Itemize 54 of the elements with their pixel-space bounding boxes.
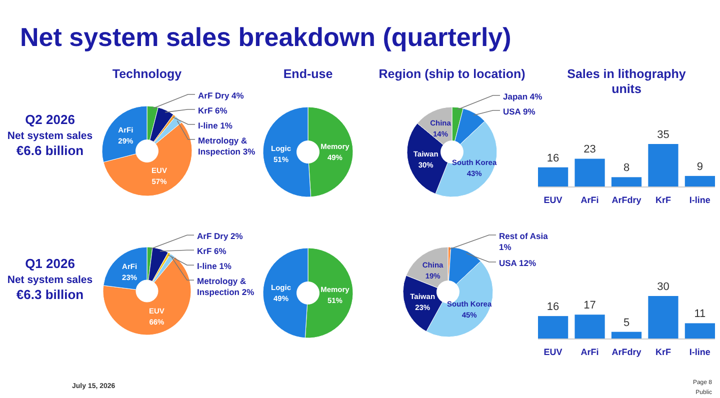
bar	[648, 296, 678, 339]
slice-label: KrF 6%	[197, 246, 227, 256]
x-tick-label: ArFdry	[612, 347, 642, 357]
text: Q2 2026	[25, 112, 75, 127]
slice-label: KrF 6%	[198, 105, 228, 116]
text: €6.6 billion	[16, 143, 84, 158]
x-tick-label: ArFi	[580, 195, 599, 205]
data-label: 35	[657, 129, 670, 141]
data-label: 16	[546, 152, 560, 164]
bar	[574, 314, 605, 339]
x-tick-label: KrF	[655, 195, 672, 205]
text: Net system sales breakdown (quarterly)	[20, 22, 512, 52]
bar	[538, 167, 568, 187]
slice-label: ArF Dry 4%	[198, 90, 244, 100]
data-label: 30	[657, 281, 670, 293]
chart-title: Sales in lithography units	[567, 67, 686, 96]
data-label: 23	[584, 144, 596, 156]
chart-title: Technology	[112, 67, 182, 81]
text: Q1 2026	[25, 256, 75, 271]
slice-label: USA 9%	[503, 106, 536, 116]
x-tick-label: I-line	[689, 347, 710, 357]
x-tick-label: KrF	[655, 347, 672, 357]
chart-title: Region (ship to location)	[378, 67, 526, 81]
x-tick-label: EUV	[544, 347, 562, 357]
data-label: 16	[546, 301, 560, 314]
slice-label: Rest of Asia	[499, 231, 548, 242]
bar	[648, 144, 678, 187]
bar	[611, 332, 642, 339]
slice-label: Metrology & Inspection 3%	[198, 135, 256, 156]
bar	[684, 176, 715, 187]
slice-label: USA 12%	[499, 258, 536, 268]
data-label: 11	[694, 308, 706, 320]
data-label: 17	[584, 300, 596, 312]
slice-label: I-line 1%	[197, 261, 232, 272]
data-label: 9	[696, 160, 704, 173]
x-tick-label: EUV	[544, 195, 562, 205]
bar	[611, 177, 642, 187]
slice-label: Metrology & Inspection 2%	[197, 276, 255, 298]
data-label: 8	[623, 162, 630, 174]
slice-label: I-line 1%	[198, 120, 233, 130]
text: Net system sales	[7, 274, 93, 286]
chart-title: End-use	[283, 67, 333, 81]
slice-label: Japan 4%	[503, 91, 543, 102]
data-label: 5	[623, 316, 630, 329]
bar	[574, 158, 605, 187]
bar	[538, 316, 568, 339]
bar	[684, 323, 715, 339]
slice-label: ArF Dry 2%	[197, 231, 244, 242]
text: €6.3 billion	[16, 287, 84, 302]
x-tick-label: ArFdry	[612, 195, 642, 205]
text: Net system sales	[7, 130, 93, 142]
x-tick-label: ArFi	[580, 347, 599, 357]
x-tick-label: I-line	[689, 195, 710, 205]
data-label: 1%	[499, 242, 512, 252]
